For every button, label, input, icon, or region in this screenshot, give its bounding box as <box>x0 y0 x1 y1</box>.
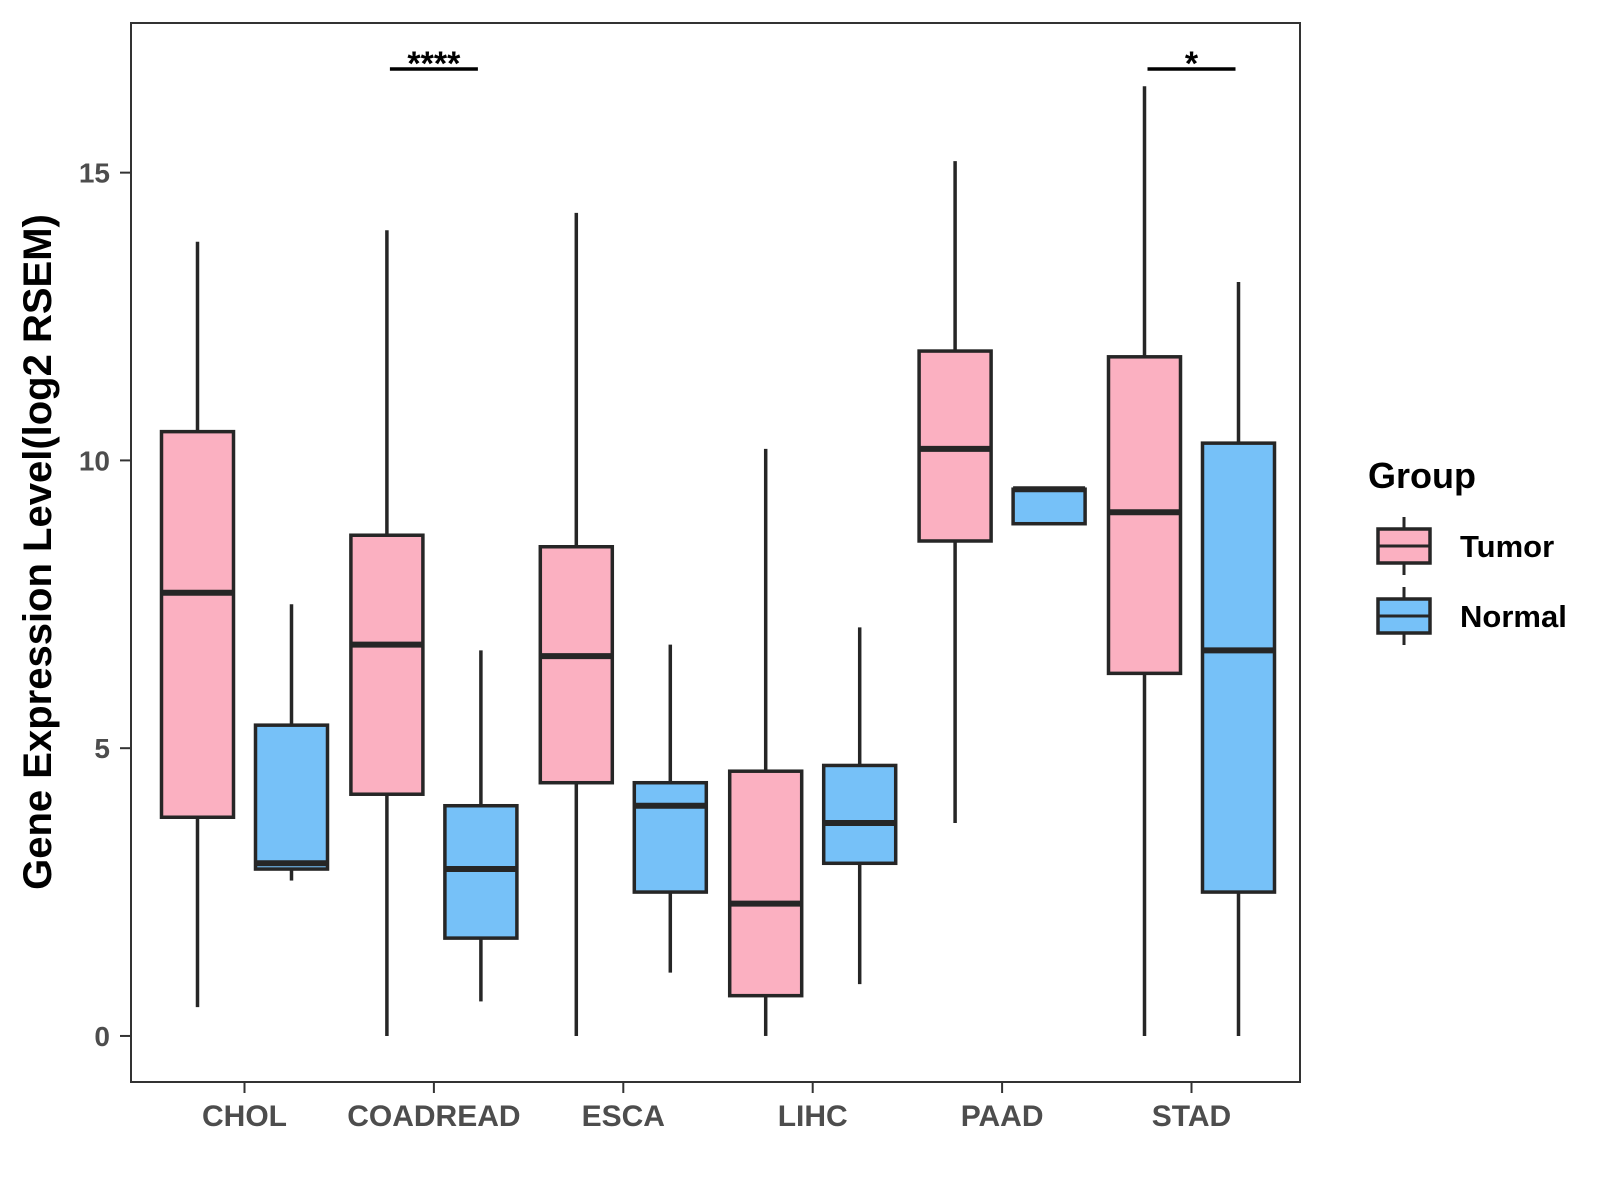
box-iqr <box>253 723 330 871</box>
x-tick-label: LIHC <box>778 1100 848 1133</box>
box-iqr <box>538 544 615 785</box>
x-tick-label: ESCA <box>582 1100 665 1133</box>
y-axis-title: Gene Expression Level(log2 RSEM) <box>16 214 60 890</box>
box-tumor-coadread <box>349 230 425 1036</box>
box-tumor-paad <box>917 161 993 824</box>
legend-label: Normal <box>1460 599 1567 634</box>
x-axis: CHOL COADREAD ESCA LIHC PAAD STAD <box>202 1082 1231 1133</box>
box-iqr <box>821 763 898 866</box>
box-iqr <box>349 533 425 796</box>
significance-label: **** <box>407 45 461 83</box>
legend-title: Group <box>1368 455 1476 496</box>
significance-annotations: **** * <box>389 45 1236 83</box>
plot-area <box>159 86 1277 1036</box>
box-iqr <box>1011 487 1087 526</box>
significance-coadread: **** <box>389 45 478 83</box>
y-axis: 0 5 10 15 <box>79 158 131 1052</box>
box-iqr <box>632 780 709 894</box>
x-tick-label: PAAD <box>961 1100 1044 1133</box>
plot-panel-border <box>130 22 1301 1083</box>
box-iqr <box>1200 441 1277 894</box>
x-tick-label: COADREAD <box>347 1100 520 1133</box>
box-normal-lihc <box>821 627 898 985</box>
box-iqr <box>727 769 804 998</box>
box-tumor-lihc <box>727 448 804 1036</box>
box-tumor-esca <box>538 212 615 1036</box>
y-tick-label: 0 <box>94 1021 110 1052</box>
x-tick-label: CHOL <box>202 1100 287 1133</box>
box-normal-coadread <box>443 650 519 1002</box>
box-normal-esca <box>632 644 709 973</box>
legend-entry-normal: Normal <box>1376 587 1567 645</box>
legend: Group Tumor Normal <box>1368 455 1567 645</box>
legend-entry-tumor: Tumor <box>1376 517 1554 575</box>
box-tumor-stad <box>1106 86 1183 1036</box>
y-tick-label: 15 <box>79 158 110 189</box>
box-normal-paad <box>1011 486 1087 526</box>
legend-label: Tumor <box>1460 529 1554 564</box>
y-tick-label: 10 <box>79 445 110 476</box>
box-normal-stad <box>1200 281 1277 1036</box>
x-tick-label: STAD <box>1152 1100 1231 1133</box>
y-tick-label: 5 <box>94 733 110 764</box>
box-iqr <box>159 429 236 819</box>
significance-stad: * <box>1147 45 1236 83</box>
box-normal-chol <box>253 604 330 881</box>
box-tumor-chol <box>159 241 236 1008</box>
significance-label: * <box>1185 45 1199 83</box>
